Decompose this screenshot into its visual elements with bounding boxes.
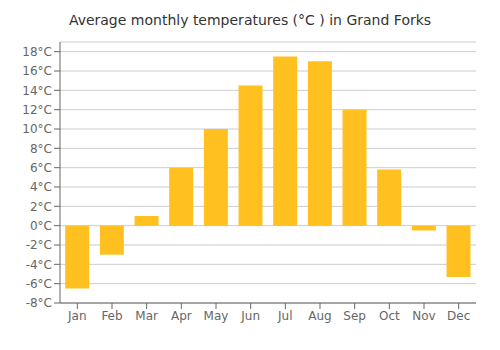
svg-text:Dec: Dec [447,309,470,323]
svg-text:Sep: Sep [343,309,366,323]
svg-text:Oct: Oct [379,309,400,323]
svg-text:10°C: 10°C [22,122,52,136]
svg-text:Apr: Apr [171,309,192,323]
svg-text:-8°C: -8°C [26,296,52,310]
svg-text:12°C: 12°C [22,103,52,117]
svg-text:4°C: 4°C [30,180,52,194]
html-text:Average monthly temperatures (: Average monthly temperatures (°C ) in Gr… [68,12,432,28]
svg-text:0°C: 0°C [30,219,52,233]
svg-text:Nov: Nov [412,309,435,323]
svg-text:Feb: Feb [101,309,122,323]
svg-text:18°C: 18°C [22,45,52,59]
svg-text:2°C: 2°C [30,200,52,214]
svg-text:-6°C: -6°C [26,277,52,291]
svg-text:Mar: Mar [135,309,158,323]
svg-text:14°C: 14°C [22,84,52,98]
svg-text:Aug: Aug [308,309,331,323]
svg-text:Jul: Jul [277,309,292,323]
svg-text:16°C: 16°C [22,64,52,78]
svg-text:8°C: 8°C [30,142,52,156]
svg-text:-2°C: -2°C [26,238,52,252]
svg-text:-4°C: -4°C [26,258,52,272]
svg-text:May: May [204,309,229,323]
svg-text:Jun: Jun [240,309,260,323]
svg-text:6°C: 6°C [30,161,52,175]
svg-text:Jan: Jan [67,309,87,323]
